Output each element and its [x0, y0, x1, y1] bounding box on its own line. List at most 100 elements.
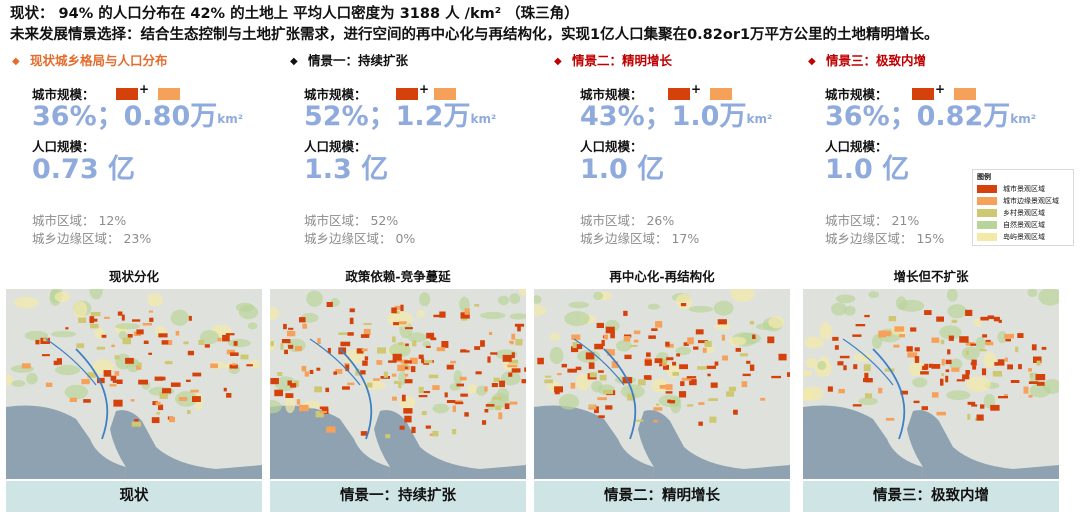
landscape-patch	[680, 303, 687, 307]
landscape-patch	[921, 406, 928, 411]
nature-patch	[713, 300, 734, 316]
landscape-patch	[570, 382, 576, 389]
population-value: 1.3 亿	[304, 154, 389, 185]
landscape-patch	[665, 343, 674, 348]
landscape-patch	[976, 414, 984, 421]
landscape-patch	[936, 316, 944, 322]
legend-swatch	[977, 197, 997, 205]
landscape-patch	[138, 379, 148, 385]
nature-patch	[946, 289, 958, 302]
landscape-patch	[1015, 346, 1019, 353]
landscape-patch	[229, 364, 238, 369]
landscape-patch	[899, 334, 905, 338]
river-line	[603, 348, 637, 440]
landscape-patch	[515, 339, 523, 346]
landscape-patch	[398, 321, 407, 325]
landscape-patch	[130, 399, 135, 402]
landscape-patch	[391, 373, 397, 377]
landscape-patch	[412, 340, 417, 347]
nature-patch	[417, 309, 426, 318]
landscape-patch	[967, 401, 976, 405]
landscape-patch	[906, 346, 913, 352]
nature-patch	[872, 334, 882, 349]
landscape-patch	[441, 341, 449, 348]
landscape-patch	[377, 347, 386, 354]
landscape-patch	[397, 364, 405, 372]
landscape-patch	[345, 364, 350, 372]
landscape-patch	[837, 361, 844, 366]
landscape-patch	[1018, 364, 1022, 370]
landscape-patch	[326, 426, 336, 433]
landscape-patch	[594, 343, 604, 350]
nature-patch	[497, 295, 510, 306]
nature-patch	[768, 316, 785, 329]
map-scenario-3	[803, 289, 1059, 479]
landscape-patch	[665, 341, 670, 347]
city-scale-label: 城市规模：	[825, 87, 888, 102]
landscape-patch	[624, 354, 632, 360]
landscape-patch	[293, 380, 299, 387]
landscape-patch	[644, 359, 652, 366]
landscape-patch	[89, 318, 98, 322]
landscape-patch	[460, 393, 468, 397]
landscape-patch	[721, 334, 725, 341]
landscape-patch	[315, 411, 324, 418]
landscape-patch	[931, 337, 940, 343]
landscape-patch	[838, 388, 845, 394]
nature-patch	[89, 289, 103, 300]
unit-label: km²	[1010, 112, 1036, 126]
landscape-patch	[987, 315, 995, 320]
landscape-patch	[659, 363, 663, 367]
legend-label: 城市景观区域	[1003, 185, 1045, 193]
landscape-patch	[168, 340, 173, 345]
header: 现状： 94% 的人口分布在 42% 的土地上 平均人口密度为 3188 人 /…	[10, 4, 1070, 46]
landscape-patch	[623, 336, 631, 342]
landscape-patch	[439, 311, 446, 318]
landscape-patch	[544, 379, 553, 384]
landscape-patch	[679, 364, 688, 370]
landscape-patch	[425, 425, 431, 429]
nature-patch	[386, 311, 413, 327]
landscape-patch	[970, 343, 977, 346]
landscape-patch	[333, 371, 337, 375]
landscape-patch	[913, 400, 920, 404]
landscape-patch	[708, 398, 718, 401]
nature-patch	[844, 305, 856, 316]
landscape-patch	[495, 405, 502, 411]
landscape-patch	[504, 403, 510, 410]
landscape-patch	[404, 415, 412, 423]
landscape-patch	[394, 359, 402, 363]
landscape-patch	[464, 412, 469, 417]
landscape-patch	[1005, 338, 1011, 342]
landscape-patch	[361, 348, 368, 352]
landscape-patch	[517, 325, 521, 332]
landscape-patch	[392, 353, 402, 361]
landscape-patch	[460, 349, 467, 352]
landscape-patch	[149, 317, 154, 322]
plus-sign: +	[691, 82, 702, 96]
landscape-patch	[951, 367, 960, 372]
landscape-patch	[672, 361, 677, 366]
landscape-patch	[418, 354, 424, 359]
landscape-patch	[347, 382, 355, 386]
landscape-patch	[659, 359, 668, 364]
sea-area	[638, 410, 790, 479]
nature-patch	[858, 397, 878, 406]
landscape-patch	[665, 384, 673, 390]
nature-patch	[509, 313, 526, 320]
landscape-patch	[561, 363, 567, 368]
landscape-patch	[423, 391, 431, 394]
panel-scenario-3: ◆ 情景三：极致内增 城市规模： + 36%；0.82万km² 人口规模： 1.0…	[808, 52, 1058, 252]
landscape-patch	[488, 331, 493, 335]
landscape-patch	[192, 396, 201, 402]
nature-patch	[575, 373, 591, 391]
landscape-patch	[430, 337, 437, 341]
landscape-patch	[111, 344, 115, 348]
nature-patch	[249, 359, 260, 369]
landscape-patch	[852, 404, 862, 407]
landscape-patch	[1028, 394, 1033, 398]
landscape-patch	[290, 383, 297, 388]
unit-label: km²	[746, 112, 773, 126]
landscape-patch	[383, 371, 388, 378]
landscape-patch	[834, 345, 839, 350]
